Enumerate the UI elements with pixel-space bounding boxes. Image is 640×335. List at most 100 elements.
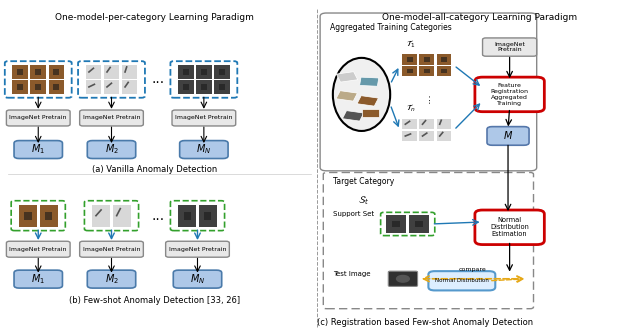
- Text: Aggregated Training Categories: Aggregated Training Categories: [330, 23, 451, 32]
- Text: (b) Few-shot Anomaly Detection [33, 26]: (b) Few-shot Anomaly Detection [33, 26]: [69, 296, 240, 305]
- Text: ImageNet Pretrain: ImageNet Pretrain: [10, 247, 67, 252]
- Bar: [199, 205, 217, 227]
- Text: ImageNet Pretrain: ImageNet Pretrain: [175, 116, 232, 121]
- FancyBboxPatch shape: [475, 210, 545, 245]
- FancyBboxPatch shape: [79, 241, 143, 257]
- Bar: [104, 80, 119, 94]
- Circle shape: [397, 275, 410, 282]
- Bar: [35, 69, 42, 75]
- Bar: [436, 54, 451, 65]
- Text: $M_2$: $M_2$: [104, 143, 118, 156]
- FancyBboxPatch shape: [381, 212, 435, 236]
- Text: One-model-per-category Learning Paradigm: One-model-per-category Learning Paradigm: [55, 13, 254, 22]
- FancyBboxPatch shape: [323, 173, 534, 309]
- Text: $M_1$: $M_1$: [31, 143, 45, 156]
- FancyBboxPatch shape: [397, 51, 457, 79]
- Bar: [387, 215, 406, 232]
- Bar: [86, 65, 101, 79]
- Bar: [45, 212, 52, 220]
- FancyBboxPatch shape: [87, 270, 136, 288]
- Bar: [31, 65, 46, 79]
- FancyBboxPatch shape: [487, 127, 529, 145]
- Bar: [360, 77, 378, 85]
- Text: $\mathcal{S}_t$: $\mathcal{S}_t$: [358, 194, 369, 207]
- Bar: [184, 212, 191, 220]
- Bar: [415, 221, 423, 227]
- FancyBboxPatch shape: [320, 13, 537, 171]
- Text: Normal
Distribution
Estimation: Normal Distribution Estimation: [490, 217, 529, 237]
- Text: ImageNet Pretrain: ImageNet Pretrain: [83, 247, 140, 252]
- Bar: [19, 205, 37, 227]
- Bar: [201, 69, 207, 75]
- Bar: [353, 93, 374, 104]
- Bar: [403, 131, 417, 141]
- Text: $\mathcal{T}_n$: $\mathcal{T}_n$: [406, 103, 416, 114]
- Text: ImageNet Pretrain: ImageNet Pretrain: [83, 116, 140, 121]
- Bar: [436, 131, 451, 141]
- FancyBboxPatch shape: [323, 15, 534, 169]
- FancyBboxPatch shape: [170, 201, 225, 230]
- FancyBboxPatch shape: [166, 241, 229, 257]
- FancyBboxPatch shape: [5, 61, 72, 98]
- FancyBboxPatch shape: [475, 77, 545, 112]
- Text: $M_1$: $M_1$: [31, 272, 45, 286]
- Text: $M_N$: $M_N$: [190, 272, 205, 286]
- Bar: [392, 221, 401, 227]
- Bar: [436, 119, 451, 129]
- Bar: [24, 212, 31, 220]
- Bar: [424, 57, 430, 62]
- Text: Test Image: Test Image: [333, 271, 371, 277]
- FancyBboxPatch shape: [14, 270, 63, 288]
- Text: One-model-all-category Learning Paradigm: One-model-all-category Learning Paradigm: [382, 13, 577, 22]
- Bar: [424, 69, 430, 73]
- Bar: [409, 215, 429, 232]
- Text: $M_2$: $M_2$: [104, 272, 118, 286]
- FancyBboxPatch shape: [6, 110, 70, 126]
- Text: $M_N$: $M_N$: [196, 143, 211, 156]
- Text: (c) Registration based Few-shot Anomaly Detection: (c) Registration based Few-shot Anomaly …: [317, 319, 533, 328]
- Bar: [403, 54, 417, 65]
- Text: Feature
Registration
Aggregated
Training: Feature Registration Aggregated Training: [491, 83, 529, 106]
- Bar: [419, 131, 434, 141]
- Bar: [196, 80, 212, 94]
- FancyBboxPatch shape: [11, 201, 65, 230]
- Ellipse shape: [333, 58, 390, 131]
- Bar: [219, 84, 225, 89]
- Bar: [53, 69, 60, 75]
- Bar: [419, 66, 434, 76]
- Bar: [340, 74, 358, 82]
- FancyBboxPatch shape: [173, 270, 221, 288]
- FancyBboxPatch shape: [397, 116, 457, 144]
- Bar: [86, 80, 101, 94]
- Bar: [12, 80, 28, 94]
- FancyBboxPatch shape: [388, 271, 417, 286]
- Bar: [201, 84, 207, 89]
- Bar: [35, 84, 42, 89]
- Bar: [204, 212, 211, 220]
- Text: Support Set: Support Set: [333, 211, 374, 217]
- Bar: [49, 65, 64, 79]
- Bar: [436, 66, 451, 76]
- Bar: [214, 80, 230, 94]
- Bar: [362, 109, 380, 117]
- Bar: [214, 65, 230, 79]
- Text: M: M: [504, 131, 512, 141]
- Bar: [406, 57, 413, 62]
- Text: ImageNet Pretrain: ImageNet Pretrain: [10, 116, 67, 121]
- Text: ...: ...: [151, 72, 164, 86]
- Bar: [441, 69, 447, 73]
- Bar: [419, 119, 434, 129]
- Text: $\mathcal{T}_1$: $\mathcal{T}_1$: [406, 38, 415, 50]
- Bar: [92, 205, 110, 227]
- Bar: [441, 57, 447, 62]
- FancyBboxPatch shape: [170, 61, 237, 98]
- Bar: [17, 84, 23, 89]
- Bar: [31, 80, 46, 94]
- Text: compare: compare: [459, 267, 487, 272]
- Text: Target Category: Target Category: [333, 178, 394, 187]
- Bar: [40, 205, 58, 227]
- FancyBboxPatch shape: [87, 141, 136, 158]
- Bar: [49, 80, 64, 94]
- Bar: [419, 54, 434, 65]
- Bar: [17, 69, 23, 75]
